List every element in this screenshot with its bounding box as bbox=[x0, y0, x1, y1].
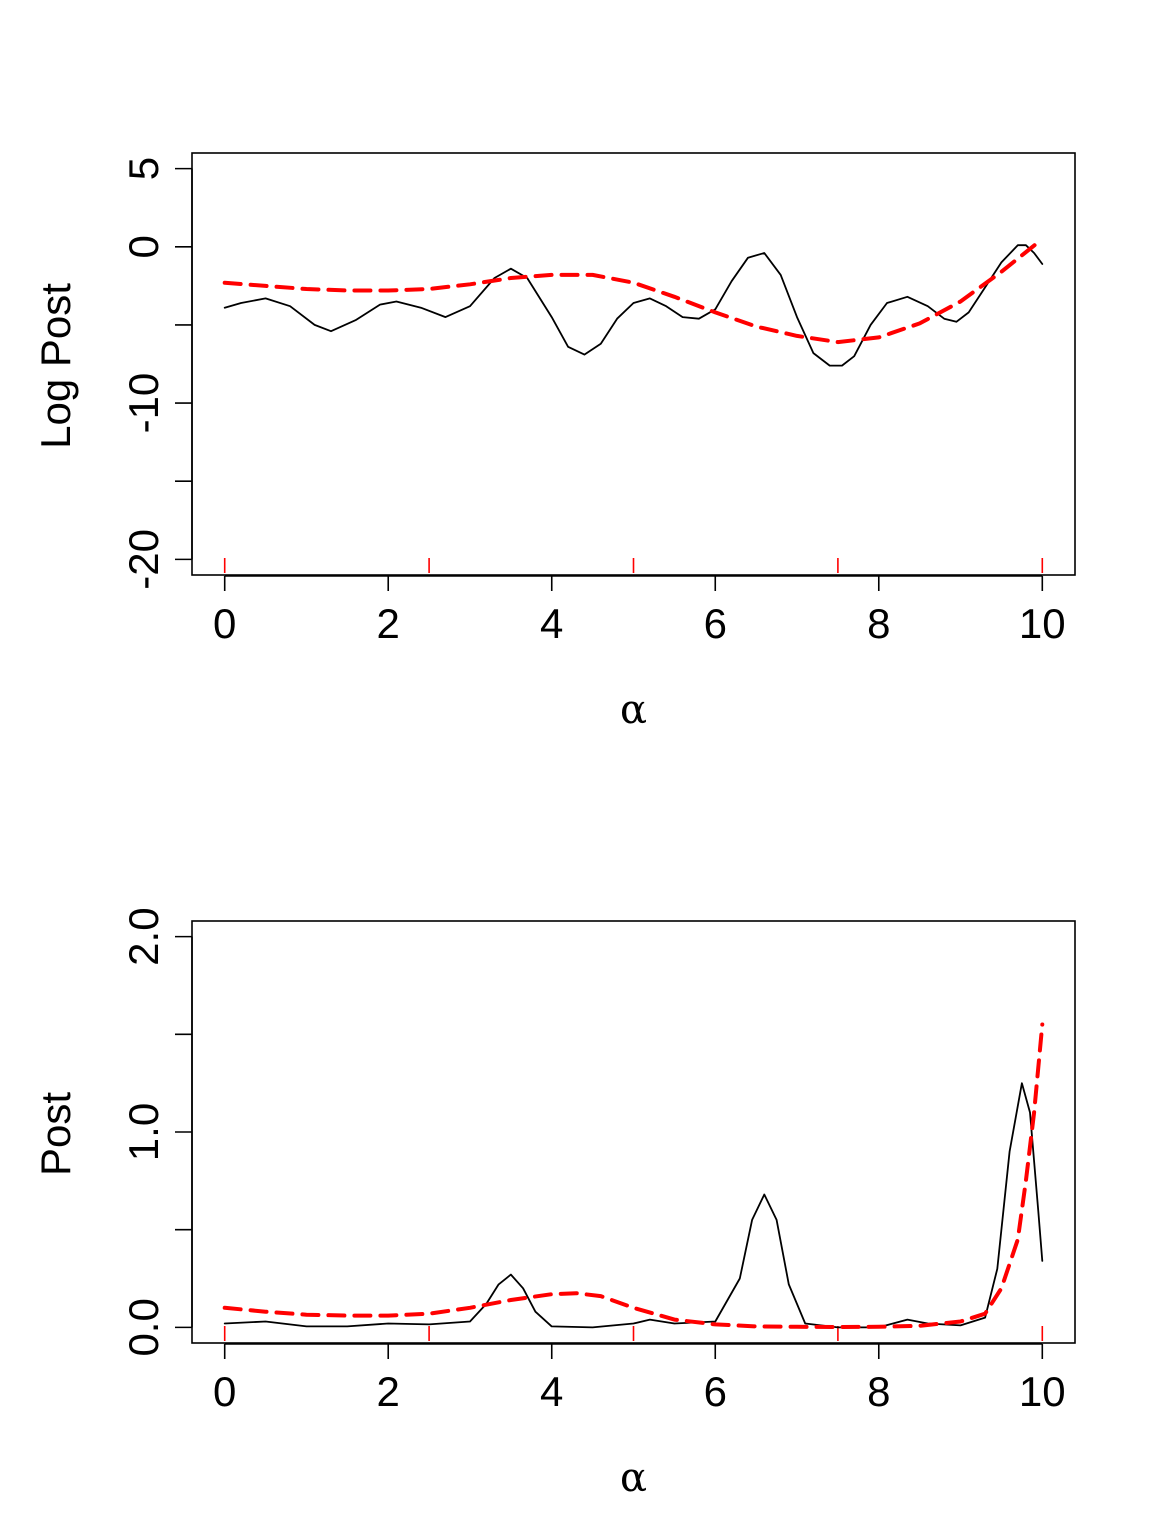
post-y-tick-label: 0.0 bbox=[120, 1298, 167, 1356]
post-y-axis-label: Post bbox=[32, 1092, 79, 1176]
log-post-x-tick-label: 0 bbox=[213, 600, 236, 647]
log-post-y-tick-label: 5 bbox=[120, 157, 167, 180]
post-x-tick-label: 4 bbox=[540, 1368, 563, 1415]
post-x-axis-label: α bbox=[620, 1455, 647, 1501]
log-post-panel: 0 2 4 6 8 10 -20 -10 0 5 α Log Post bbox=[32, 152, 1076, 733]
post-x-tick-label: 0 bbox=[213, 1368, 236, 1415]
post-series-solid-line bbox=[223, 1082, 1044, 1329]
post-series-dashed-line bbox=[222, 1022, 1045, 1329]
log-post-plot-frame bbox=[191, 152, 1076, 576]
log-post-y-axis-label: Log Post bbox=[32, 283, 79, 449]
log-post-x-tick-label: 4 bbox=[540, 600, 563, 647]
log-post-y-tick-label: -10 bbox=[120, 373, 167, 434]
log-post-y-tick-label: -20 bbox=[120, 529, 167, 590]
post-x-tick-label: 6 bbox=[704, 1368, 727, 1415]
log-post-series-dashed-line bbox=[222, 237, 1045, 345]
log-post-x-tick-label: 8 bbox=[867, 600, 890, 647]
post-panel: 0 2 4 6 8 10 0.0 1.0 2.0 α Post bbox=[32, 907, 1076, 1501]
log-post-x-axis-label: α bbox=[620, 687, 647, 733]
log-post-x-tick-label: 2 bbox=[377, 600, 400, 647]
post-y-tick-label: 2.0 bbox=[120, 907, 167, 965]
post-x-tick-label: 2 bbox=[377, 1368, 400, 1415]
post-y-tick-label: 1.0 bbox=[120, 1103, 167, 1161]
post-x-tick-label: 10 bbox=[1019, 1368, 1066, 1415]
log-post-x-tick-label: 6 bbox=[704, 600, 727, 647]
log-post-series-solid-line bbox=[223, 244, 1044, 367]
log-post-y-tick-label: 0 bbox=[120, 235, 167, 258]
log-post-x-tick-label: 10 bbox=[1019, 600, 1066, 647]
post-x-tick-label: 8 bbox=[867, 1368, 890, 1415]
post-plot-frame bbox=[191, 920, 1076, 1344]
